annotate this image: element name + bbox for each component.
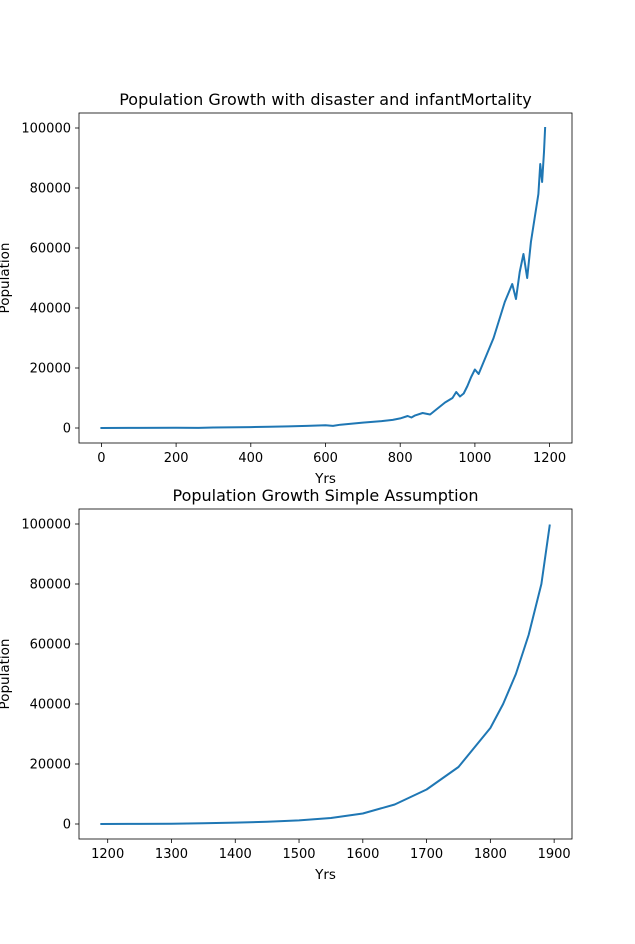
series-line [100, 126, 547, 430]
x-tick-label: 1200 [533, 451, 566, 466]
x-tick-label: 600 [313, 451, 338, 466]
y-tick-label: 60000 [30, 638, 71, 653]
plot-frame [78, 508, 573, 840]
y-axis-label: Population [0, 639, 13, 710]
x-tick-label: 1400 [219, 847, 252, 862]
x-tick-label: 1300 [155, 847, 188, 862]
x-tick-label: 400 [238, 451, 263, 466]
y-tick-label: 20000 [30, 758, 71, 773]
x-tick-label: 1000 [458, 451, 491, 466]
y-tick-label: 80000 [30, 578, 71, 593]
chart-title: Population Growth with disaster and infa… [119, 90, 532, 109]
y-tick-label: 80000 [30, 182, 71, 197]
series-line [100, 524, 551, 826]
y-tick-label: 60000 [30, 242, 71, 257]
chart-disaster: Population Growth with disaster and infa… [0, 90, 573, 487]
y-tick-label: 40000 [30, 302, 71, 317]
x-tick-label: 200 [164, 451, 189, 466]
y-tick-label: 20000 [30, 362, 71, 377]
x-axis-label: Yrs [314, 867, 336, 883]
x-axis-label: Yrs [314, 471, 336, 487]
x-tick-label: 1700 [410, 847, 443, 862]
y-tick-label: 40000 [30, 698, 71, 713]
chart-simple-assumption: Population Growth Simple Assumption 1200 1… [0, 486, 573, 883]
x-tick-label: 1200 [91, 847, 124, 862]
y-tick-label: 100000 [21, 518, 71, 533]
x-tick-label: 1500 [282, 847, 315, 862]
x-tick-label: 1800 [474, 847, 507, 862]
x-tick-label: 0 [97, 451, 105, 466]
y-tick-label: 100000 [21, 122, 71, 137]
y-tick-label: 0 [63, 422, 71, 437]
x-tick-label: 800 [388, 451, 413, 466]
y-axis-label: Population [0, 243, 13, 314]
chart-title: Population Growth Simple Assumption [172, 486, 478, 505]
x-tick-label: 1900 [538, 847, 571, 862]
x-tick-label: 1600 [346, 847, 379, 862]
plot-frame [78, 112, 573, 444]
y-tick-label: 0 [63, 818, 71, 833]
